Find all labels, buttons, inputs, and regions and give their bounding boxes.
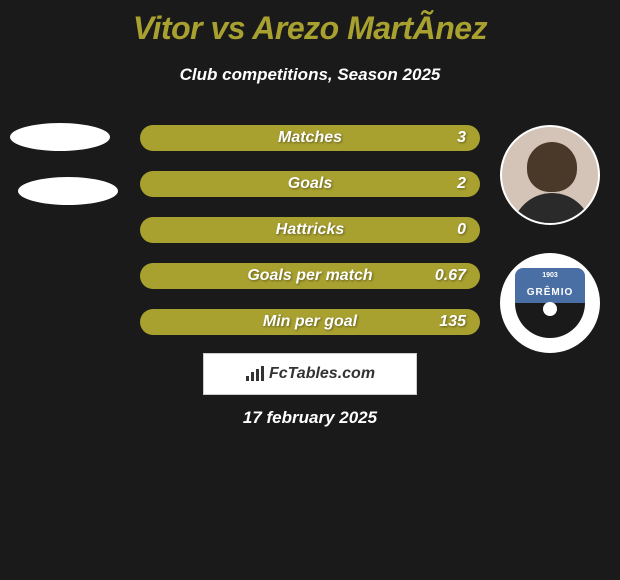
- date-text: 17 february 2025: [0, 408, 620, 428]
- player-right-club-badge: 1903 GRÊMIO: [500, 253, 600, 353]
- player-left-badge-placeholder: [18, 177, 118, 205]
- badge-ball-icon: [543, 302, 557, 316]
- stat-value: 2: [457, 175, 466, 193]
- stat-row-matches: Matches 3: [140, 125, 480, 151]
- fctables-logo-box: FcTables.com: [203, 353, 417, 395]
- stat-row-goals-per-match: Goals per match 0.67: [140, 263, 480, 289]
- badge-year: 1903: [542, 272, 558, 279]
- player-right-avatar: [500, 125, 600, 225]
- stat-value: 0: [457, 221, 466, 239]
- page-subtitle: Club competitions, Season 2025: [0, 65, 620, 85]
- stat-label: Goals: [288, 175, 332, 193]
- fctables-logo-text: FcTables.com: [269, 365, 375, 383]
- stat-label: Hattricks: [276, 221, 344, 239]
- stat-value: 3: [457, 129, 466, 147]
- stat-label: Goals per match: [247, 267, 372, 285]
- stat-label: Min per goal: [263, 313, 357, 331]
- stat-row-goals: Goals 2: [140, 171, 480, 197]
- club-badge-shield: 1903 GRÊMIO: [515, 268, 585, 338]
- stat-row-min-per-goal: Min per goal 135: [140, 309, 480, 335]
- stat-row-hattricks: Hattricks 0: [140, 217, 480, 243]
- badge-club-name: GRÊMIO: [527, 287, 574, 298]
- stat-value: 135: [439, 313, 466, 331]
- stat-value: 0.67: [435, 267, 466, 285]
- page-title: Vitor vs Arezo MartÃ­nez: [0, 0, 620, 47]
- stat-label: Matches: [278, 129, 342, 147]
- stats-list: Matches 3 Goals 2 Hattricks 0 Goals per …: [140, 125, 480, 355]
- chart-icon: [245, 366, 265, 382]
- player-left-avatar-placeholder-1: [10, 123, 110, 151]
